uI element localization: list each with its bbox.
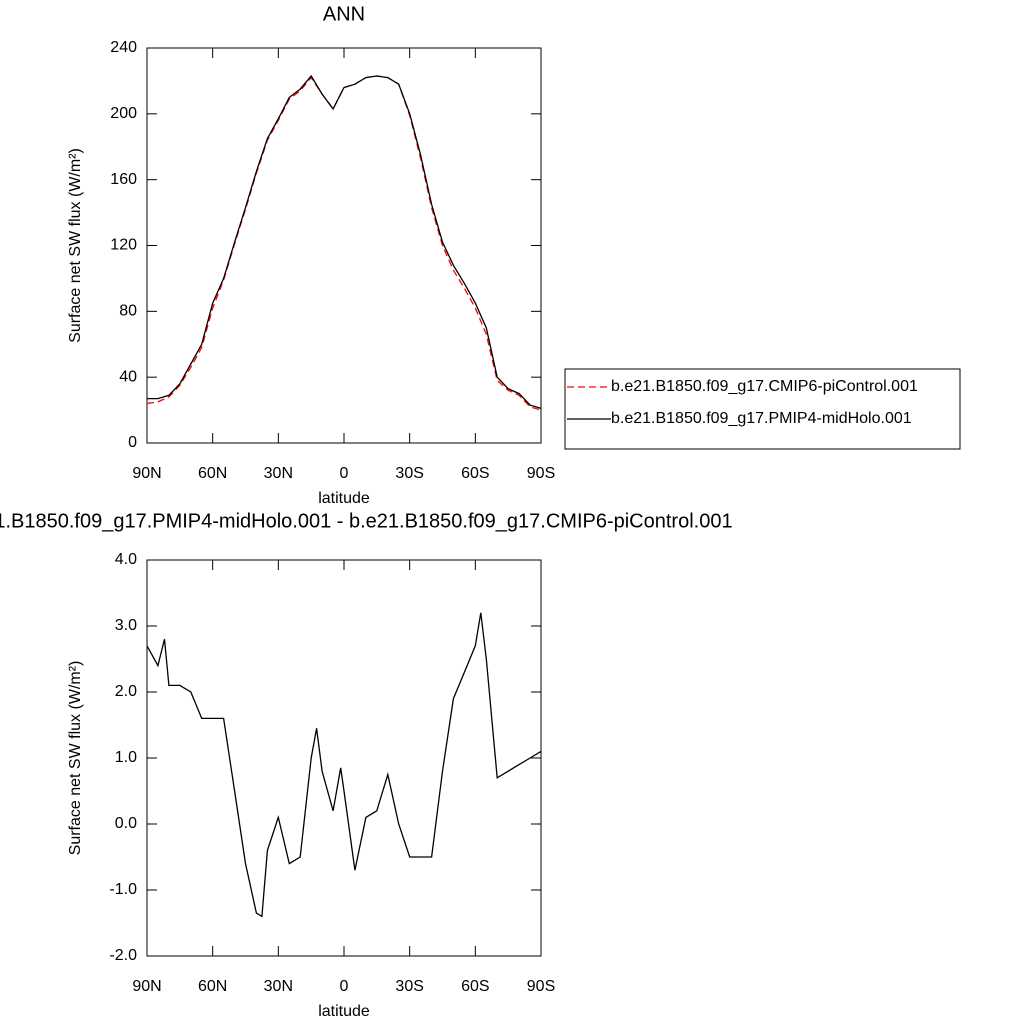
x-tick-label: 60S [461,978,489,995]
x-tick-label: 30N [264,978,293,995]
y-tick-label: 2.0 [115,683,137,700]
y-tick-label: 120 [110,237,137,254]
y-tick-label: 0 [128,434,137,451]
x-axis-label: latitude [318,1003,370,1020]
chart-title: b.e21.B1850.f09_g17.PMIP4-midHolo.001 - … [0,510,733,532]
y-tick-label: 40 [119,368,137,385]
x-tick-label: 0 [340,465,349,482]
legend-label: b.e21.B1850.f09_g17.CMIP6-piControl.001 [611,378,918,395]
x-tick-label: 90N [132,978,161,995]
x-tick-label: 60N [198,465,227,482]
y-tick-label: 3.0 [115,617,137,634]
y-tick-label: 80 [119,303,137,320]
legend-box [564,368,961,450]
y-tick-label: 4.0 [115,551,137,568]
chart-title: ANN [323,3,365,25]
plot-frame [146,47,542,444]
x-tick-label: 30S [395,465,423,482]
y-tick-label: 200 [110,105,137,122]
x-tick-label: 30N [264,465,293,482]
y-tick-label: 1.0 [115,749,137,766]
x-tick-label: 0 [340,978,349,995]
y-axis-label: Surface net SW flux (W/m²) [67,148,84,343]
x-tick-label: 60S [461,465,489,482]
x-tick-label: 60N [198,978,227,995]
y-axis-label: Surface net SW flux (W/m²) [67,661,84,856]
y-tick-label: -1.0 [109,881,137,898]
data-line [147,74,542,410]
y-tick-label: 160 [110,171,137,188]
y-tick-label: 0.0 [115,815,137,832]
x-axis-label: latitude [318,490,370,507]
x-tick-label: 90S [527,978,555,995]
legend-label: b.e21.B1850.f09_g17.PMIP4-midHolo.001 [611,410,912,427]
x-tick-label: 30S [395,978,423,995]
data-line [146,612,542,918]
data-line [146,75,542,411]
x-tick-label: 90N [132,465,161,482]
y-tick-label: 240 [110,39,137,56]
plot-frame [146,559,542,957]
x-tick-label: 90S [527,465,555,482]
y-tick-label: -2.0 [109,947,137,964]
